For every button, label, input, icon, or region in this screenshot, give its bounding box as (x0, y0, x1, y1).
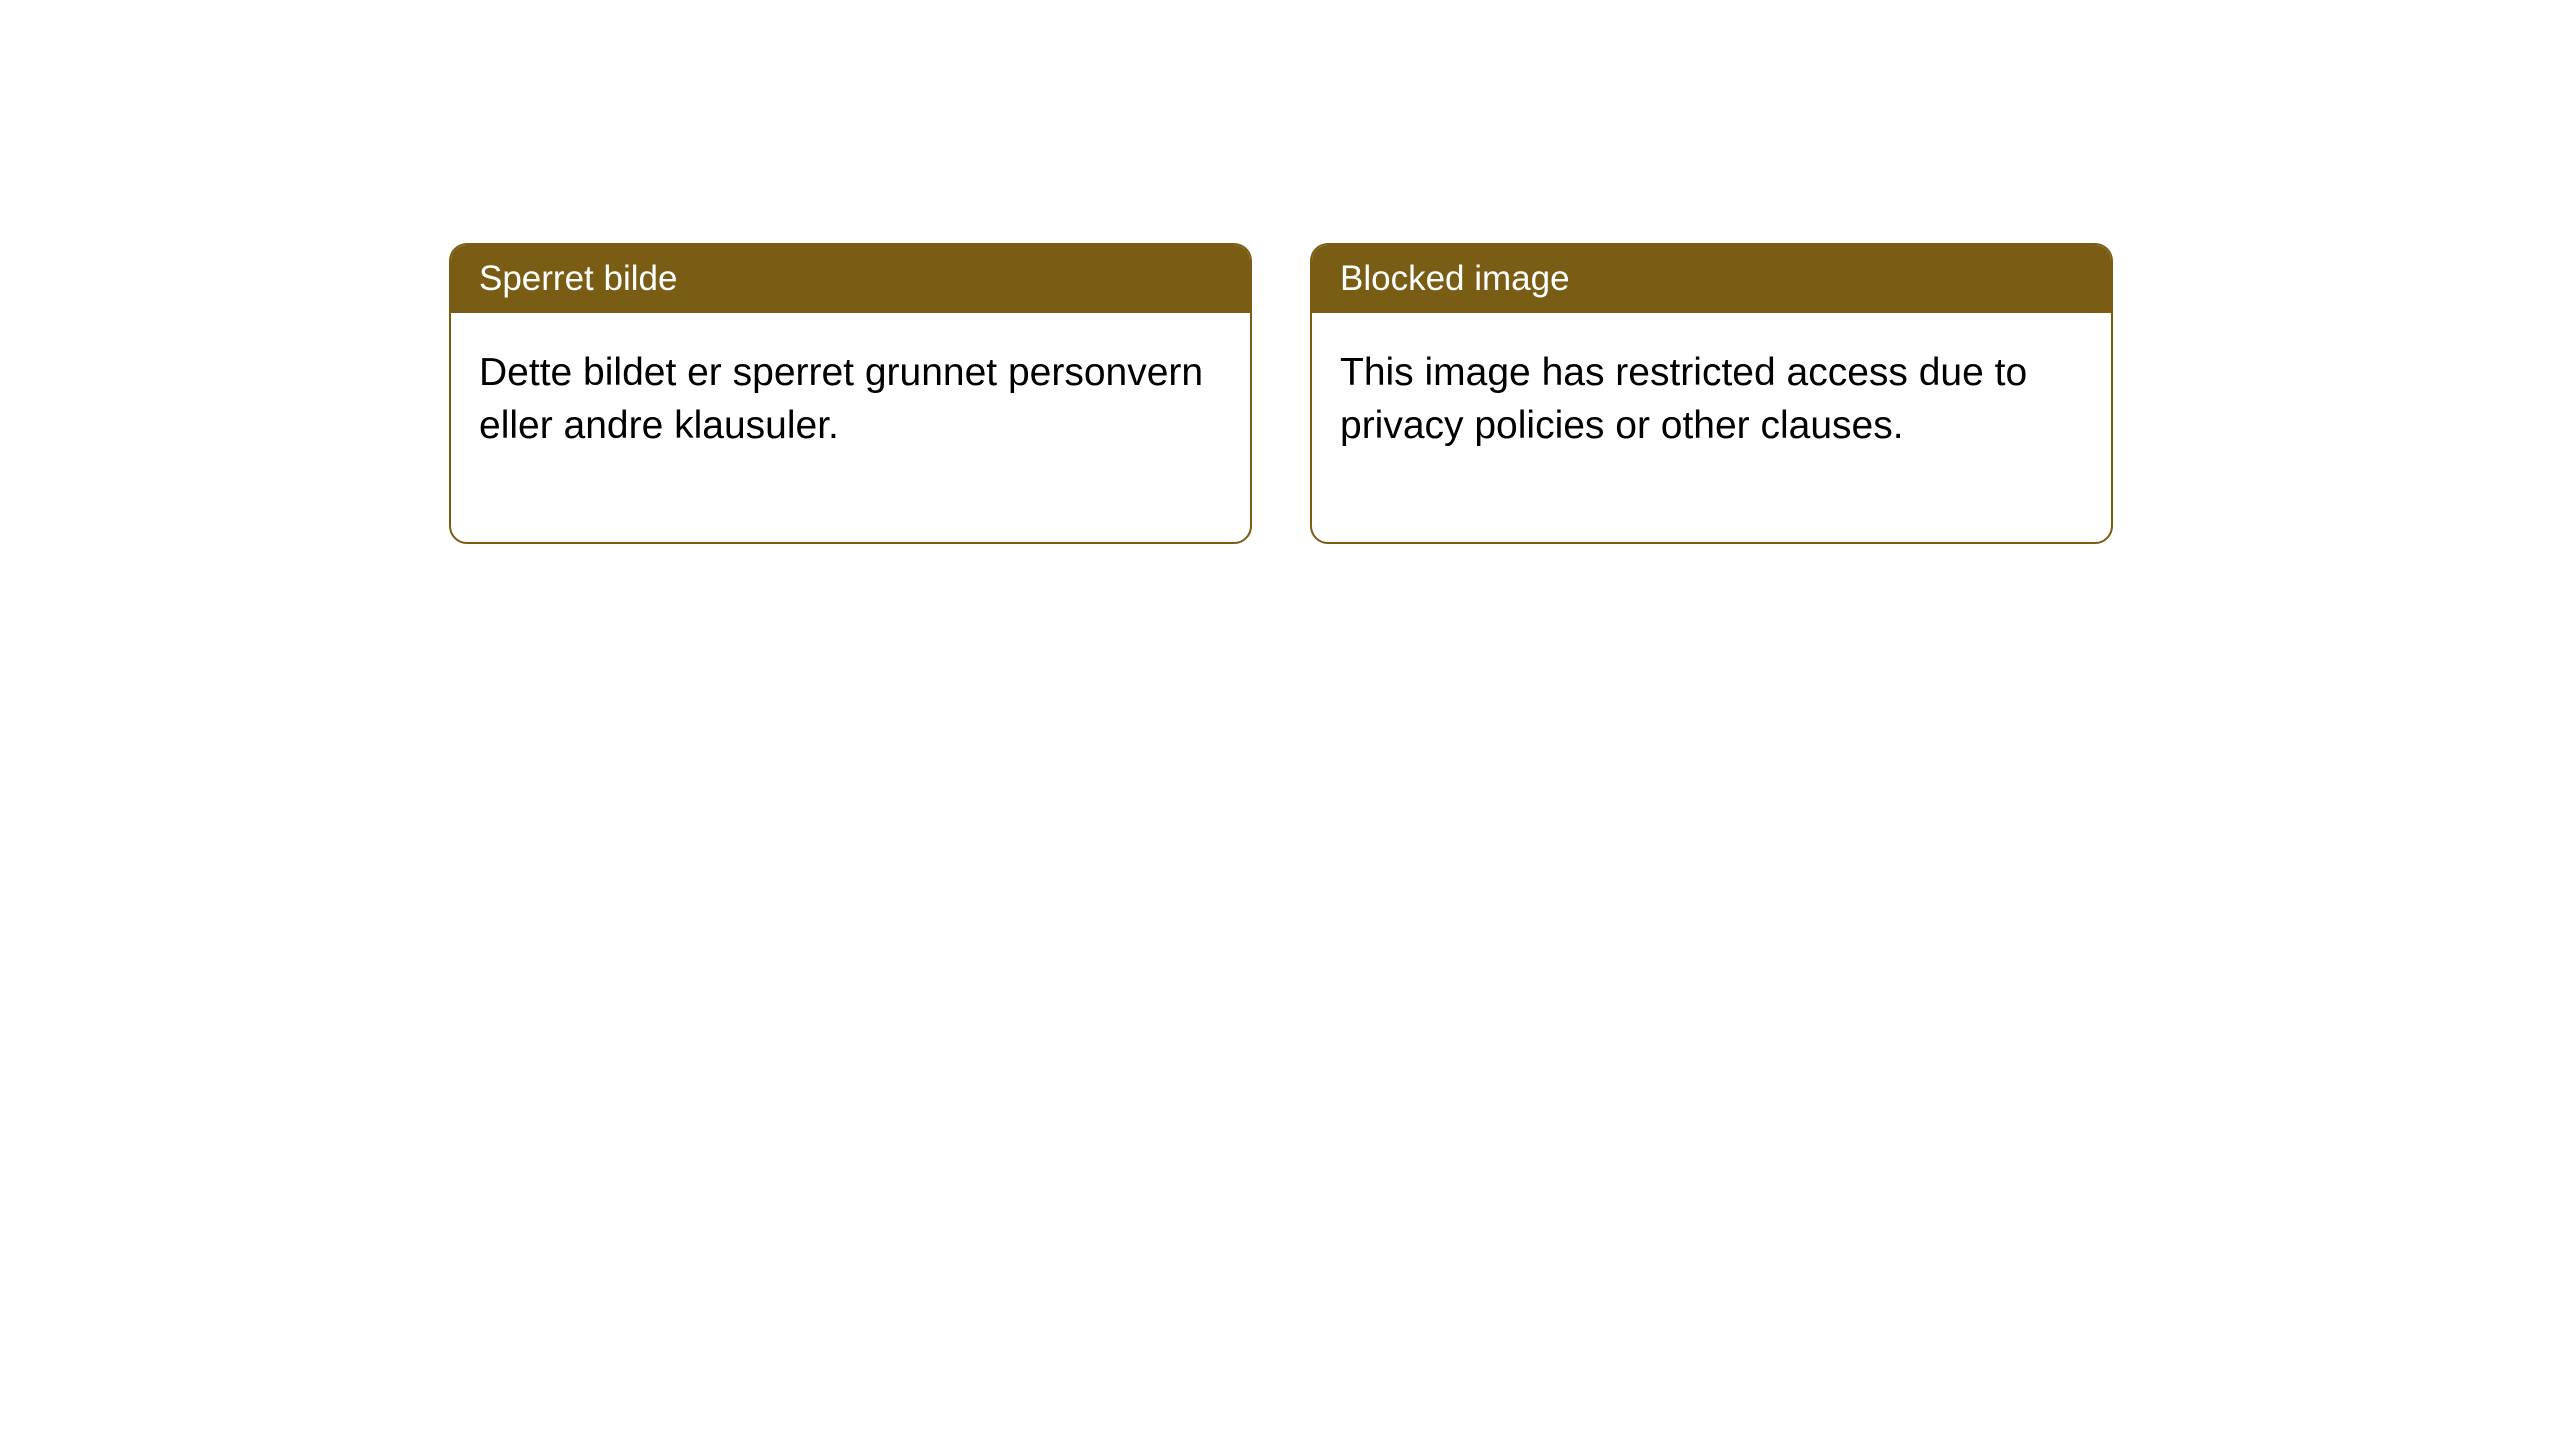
notice-body-norwegian: Dette bildet er sperret grunnet personve… (451, 313, 1250, 542)
notice-card-norwegian: Sperret bilde Dette bildet er sperret gr… (449, 243, 1252, 544)
notice-card-english: Blocked image This image has restricted … (1310, 243, 2113, 544)
notice-body-english: This image has restricted access due to … (1312, 313, 2111, 542)
notice-header-english: Blocked image (1312, 245, 2111, 313)
notice-container: Sperret bilde Dette bildet er sperret gr… (449, 243, 2113, 544)
notice-header-norwegian: Sperret bilde (451, 245, 1250, 313)
